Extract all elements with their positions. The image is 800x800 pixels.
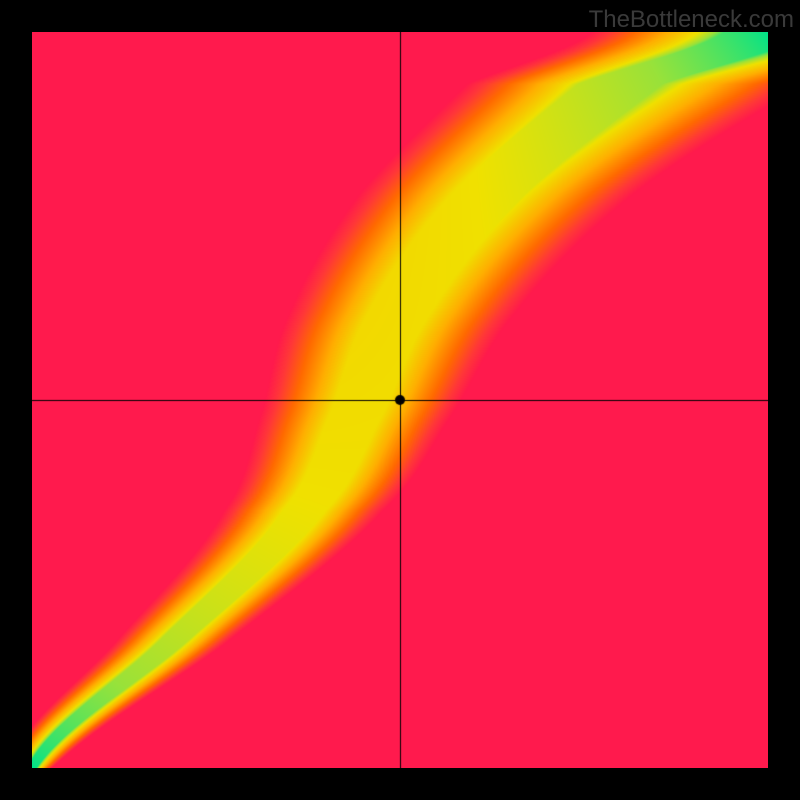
bottleneck-heatmap <box>32 32 768 768</box>
chart-stage: TheBottleneck.com <box>0 0 800 800</box>
attribution-watermark: TheBottleneck.com <box>589 6 794 34</box>
